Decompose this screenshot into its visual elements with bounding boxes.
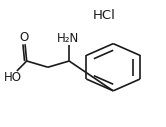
- Text: H₂N: H₂N: [57, 32, 80, 45]
- Text: HCl: HCl: [93, 9, 116, 22]
- Text: HO: HO: [4, 71, 22, 84]
- Text: O: O: [20, 31, 29, 44]
